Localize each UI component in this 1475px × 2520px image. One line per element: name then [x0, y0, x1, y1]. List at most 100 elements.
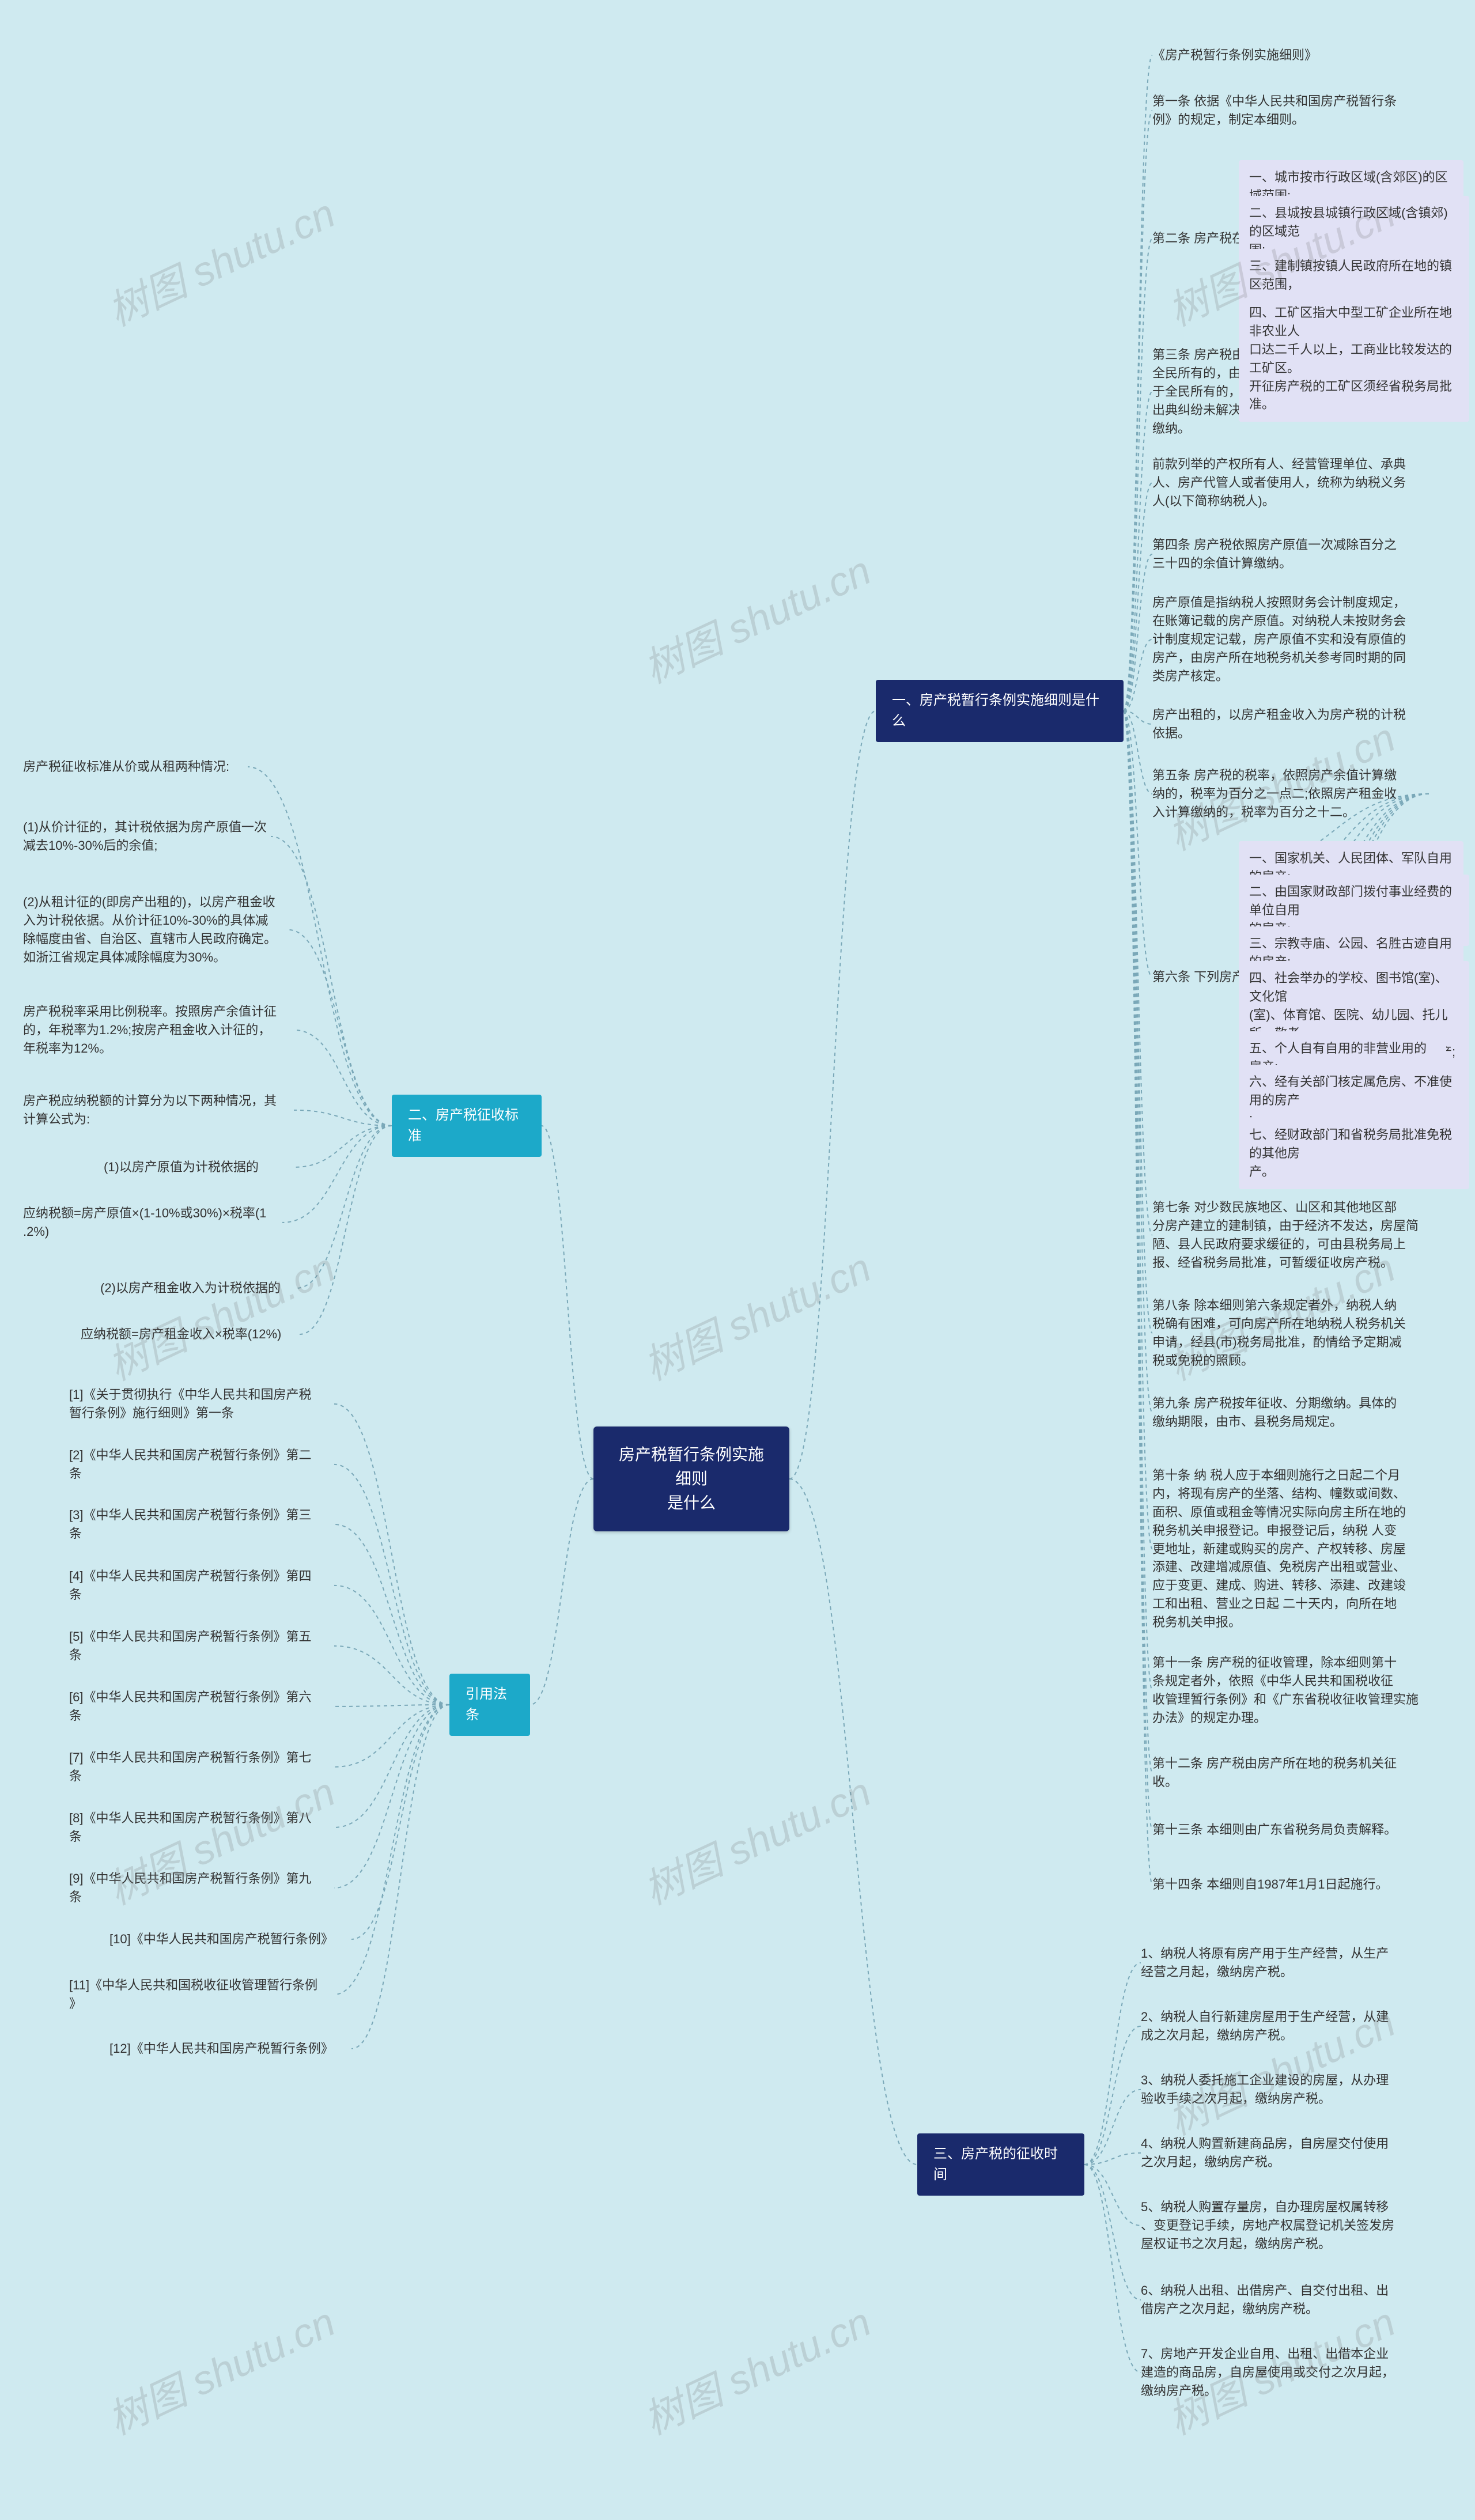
node-label: 应纳税额=房产原值×(1-10%或30%)×税率(1.2%) [23, 1206, 266, 1239]
node-label: 第十条 纳 税人应于本细则施行之日起二个月内，将现有房产的坐落、结构、幢数或间数… [1152, 1468, 1406, 1629]
node-label: 引用法条 [466, 1686, 507, 1723]
text-node-0[interactable]: 房产税征收标准从价或从租两种情况: [23, 758, 248, 776]
text-node-9[interactable]: [10]《中华人民共和国房产税暂行条例》 [109, 1930, 351, 1948]
text-node-4[interactable]: 房产税应纳税额的计算分为以下两种情况，其计算公式为: [23, 1092, 294, 1129]
node-label: [8]《中华人民共和国房产税暂行条例》第八条 [69, 1811, 311, 1844]
c1_t4[interactable]: 前款列举的产权所有人、经营管理单位、承典人、房产代管人或者使用人，统称为纳税义务… [1152, 455, 1429, 510]
c1_t11[interactable]: 第九条 房产税按年征收、分期缴纳。具体的缴纳期限，由市、县税务局规定。 [1152, 1394, 1435, 1431]
watermark: 树图 shutu.cn [633, 1236, 879, 1392]
text-node-4[interactable]: [5]《中华人民共和国房产税暂行条例》第五条 [69, 1628, 334, 1664]
text-node-6[interactable]: [7]《中华人民共和国房产税暂行条例》第七条 [69, 1749, 334, 1785]
text-node-8[interactable]: 应纳税额=房产租金收入×税率(12%) [81, 1325, 300, 1344]
text-node-3[interactable]: [4]《中华人民共和国房产税暂行条例》第四条 [69, 1567, 334, 1604]
text-node-4[interactable]: 5、纳税人购置存量房，自办理房屋权属转移、变更登记手续，房地产权属登记机关签发房… [1141, 2198, 1417, 2253]
node-label: [2]《中华人民共和国房产税暂行条例》第二条 [69, 1448, 311, 1481]
text-node-1[interactable]: 2、纳税人自行新建房屋用于生产经营，从建成之次月起，缴纳房产税。 [1141, 2008, 1412, 2045]
node-label: 第十四条 本细则自1987年1月1日起施行。 [1152, 1877, 1389, 1891]
node-label: [7]《中华人民共和国房产税暂行条例》第七条 [69, 1750, 311, 1783]
node-label: 房产原值是指纳税人按照财务会计制度规定，在账簿记载的房产原值。对纳税人未按财务会… [1152, 595, 1406, 683]
node-label: 第九条 房产税按年征收、分期缴纳。具体的缴纳期限，由市、县税务局规定。 [1152, 1396, 1397, 1429]
leaf-node-6[interactable]: 七、经财政部门和省税务局批准免税的其他房产。 [1239, 1118, 1469, 1189]
node-label: 房产税应纳税额的计算分为以下两种情况，其计算公式为: [23, 1093, 277, 1126]
node-label: 二、房产税征收标准 [408, 1107, 519, 1144]
text-node-3[interactable]: 房产税税率采用比例税率。按照房产余值计征的，年税率为1.2%;按房产租金收入计征… [23, 1002, 294, 1058]
text-node-6[interactable]: 7、房地产开发企业自用、出租、出借本企业建造的商品房，自房屋使用或交付之次月起，… [1141, 2345, 1417, 2400]
c1_t9[interactable]: 第七条 对少数民族地区、山区和其他地区部分房产建立的建制镇，由于经济不发达，房屋… [1152, 1198, 1435, 1272]
node-label: 6、纳税人出租、出借房产、自交付出租、出借房产之次月起，缴纳房产税。 [1141, 2283, 1389, 2316]
text-node-2[interactable]: (2)从租计征的(即房产出租的)，以房产租金收入为计税依据。从价计征10%-30… [23, 893, 288, 967]
node-label: 1、纳税人将原有房产用于生产经营，从生产经营之月起，缴纳房产税。 [1141, 1946, 1389, 1979]
watermark: 树图 shutu.cn [97, 1236, 343, 1392]
node-label: 房产出租的，以房产租金收入为房产税的计税依据。 [1152, 707, 1406, 740]
c1_t13[interactable]: 第十一条 房产税的征收管理，除本细则第十条规定者外，依照《中华人民共和国税收征收… [1152, 1653, 1435, 1727]
c1_t8[interactable]: 第五条 房产税的税率，依照房产余值计算缴纳的，税率为百分之一点二;依照房产租金收… [1152, 766, 1429, 822]
c1_t10[interactable]: 第八条 除本细则第六条规定者外，纳税人纳税确有困难，可向房产所在地纳税人税务机关… [1152, 1296, 1435, 1370]
text-node-6[interactable]: 应纳税额=房产原值×(1-10%或30%)×税率(1.2%) [23, 1204, 282, 1241]
text-node-0[interactable]: [1]《关于贯彻执行《中华人民共和国房产税暂行条例》施行细则》第一条 [69, 1386, 334, 1422]
node-label: (1)以房产原值为计税依据的 [104, 1160, 259, 1174]
node-label: [3]《中华人民共和国房产税暂行条例》第三条 [69, 1508, 311, 1541]
watermark: 树图 shutu.cn [633, 2290, 879, 2446]
node-label: 房产税征收标准从价或从租两种情况: [23, 759, 229, 774]
node-label: 第一条 依据《中华人民共和国房产税暂行条例》的规定，制定本细则。 [1152, 94, 1397, 127]
node-label: (2)以房产租金收入为计税依据的 [100, 1281, 281, 1295]
text-node-3[interactable]: 4、纳税人购置新建商品房，自房屋交付使用之次月起，缴纳房产税。 [1141, 2135, 1412, 2171]
node-label: [12]《中华人民共和国房产税暂行条例》 [109, 2041, 334, 2056]
bref[interactable]: 引用法条 [449, 1674, 530, 1736]
text-node-5[interactable]: (1)以房产原值为计税依据的 [104, 1158, 294, 1176]
watermark: 树图 shutu.cn [97, 181, 343, 338]
node-label: 第七条 对少数民族地区、山区和其他地区部分房产建立的建制镇，由于经济不发达，房屋… [1152, 1200, 1419, 1270]
c1_t1[interactable]: 《房产税暂行条例实施细则》 [1152, 46, 1342, 65]
text-node-7[interactable]: (2)以房产租金收入为计税依据的 [100, 1279, 296, 1297]
text-node-7[interactable]: [8]《中华人民共和国房产税暂行条例》第八条 [69, 1809, 334, 1846]
node-label: [9]《中华人民共和国房产税暂行条例》第九条 [69, 1871, 311, 1904]
node-label: 2、纳税人自行新建房屋用于生产经营，从建成之次月起，缴纳房产税。 [1141, 2010, 1389, 2042]
text-node-2[interactable]: 3、纳税人委托施工企业建设的房屋，从办理验收手续之次月起，缴纳房产税。 [1141, 2071, 1412, 2108]
b1[interactable]: 一、房产税暂行条例实施细则是什么 [876, 680, 1124, 742]
c1_t5[interactable]: 第四条 房产税依照房产原值一次减除百分之三十四的余值计算缴纳。 [1152, 536, 1423, 573]
node-label: 七、经财政部门和省税务局批准免税的其他房产。 [1249, 1127, 1452, 1179]
node-label: 第五条 房产税的税率，依照房产余值计算缴纳的，税率为百分之一点二;依照房产租金收… [1152, 768, 1397, 819]
b3[interactable]: 三、房产税的征收时间 [917, 2133, 1084, 2196]
node-label: [11]《中华人民共和国税收征收管理暂行条例》 [69, 1978, 317, 2011]
c1_t7[interactable]: 房产出租的，以房产租金收入为房产税的计税依据。 [1152, 706, 1423, 743]
text-node-2[interactable]: [3]《中华人民共和国房产税暂行条例》第三条 [69, 1506, 334, 1543]
watermark: 树图 shutu.cn [97, 2290, 343, 2446]
text-node-5[interactable]: [6]《中华人民共和国房产税暂行条例》第六条 [69, 1688, 334, 1725]
text-node-11[interactable]: [12]《中华人民共和国房产税暂行条例》 [109, 2040, 351, 2058]
text-node-1[interactable]: (1)从价计征的，其计税依据为房产原值一次减去10%-30%后的余值; [23, 818, 271, 855]
node-label: [10]《中华人民共和国房产税暂行条例》 [109, 1932, 334, 1946]
node-label: 3、纳税人委托施工企业建设的房屋，从办理验收手续之次月起，缴纳房产税。 [1141, 2073, 1389, 2106]
node-label: 5、纳税人购置存量房，自办理房屋权属转移、变更登记手续，房地产权属登记机关签发房… [1141, 2200, 1394, 2251]
node-label: [1]《关于贯彻执行《中华人民共和国房产税暂行条例》施行细则》第一条 [69, 1387, 311, 1420]
node-label: 7、房地产开发企业自用、出租、出借本企业建造的商品房，自房屋使用或交付之次月起，… [1141, 2347, 1394, 2398]
c1_t6[interactable]: 房产原值是指纳税人按照财务会计制度规定，在账簿记载的房产原值。对纳税人未按财务会… [1152, 593, 1435, 685]
c1_t14[interactable]: 第十二条 房产税由房产所在地的税务机关征收。 [1152, 1754, 1423, 1791]
c1_t16[interactable]: 第十四条 本细则自1987年1月1日起施行。 [1152, 1875, 1417, 1894]
text-node-8[interactable]: [9]《中华人民共和国房产税暂行条例》第九条 [69, 1870, 334, 1906]
node-label: 三、房产税的征收时间 [933, 2146, 1058, 2182]
node-label: 应纳税额=房产租金收入×税率(12%) [81, 1327, 281, 1341]
b2[interactable]: 二、房产税征收标准 [392, 1095, 542, 1157]
leaf-node-3[interactable]: 四、工矿区指大中型工矿企业所在地非农业人口达二千人以上，工商业比较发达的工矿区。… [1239, 296, 1469, 422]
text-node-0[interactable]: 1、纳税人将原有房产用于生产经营，从生产经营之月起，缴纳房产税。 [1141, 1944, 1412, 1981]
node-label: (1)从价计征的，其计税依据为房产原值一次减去10%-30%后的余值; [23, 820, 267, 853]
node-label: 前款列举的产权所有人、经营管理单位、承典人、房产代管人或者使用人，统称为纳税义务… [1152, 457, 1406, 508]
watermark: 树图 shutu.cn [633, 539, 879, 695]
c1_t12[interactable]: 第十条 纳 税人应于本细则施行之日起二个月内，将现有房产的坐落、结构、幢数或间数… [1152, 1466, 1435, 1632]
text-node-5[interactable]: 6、纳税人出租、出借房产、自交付出租、出借房产之次月起，缴纳房产税。 [1141, 2281, 1412, 2318]
node-label: 第十三条 本细则由广东省税务局负责解释。 [1152, 1822, 1397, 1837]
node-label: 《房产税暂行条例实施细则》 [1152, 48, 1317, 62]
c1_t2[interactable]: 第一条 依据《中华人民共和国房产税暂行条例》的规定，制定本细则。 [1152, 92, 1412, 129]
root-label: 房产税暂行条例实施细则是什么 [619, 1446, 764, 1512]
node-label: [6]《中华人民共和国房产税暂行条例》第六条 [69, 1690, 311, 1723]
node-label: 一、房产税暂行条例实施细则是什么 [892, 693, 1099, 729]
node-label: [4]《中华人民共和国房产税暂行条例》第四条 [69, 1569, 311, 1602]
root-node[interactable]: 房产税暂行条例实施细则是什么 [593, 1427, 789, 1531]
text-node-1[interactable]: [2]《中华人民共和国房产税暂行条例》第二条 [69, 1446, 334, 1483]
node-label: 第十二条 房产税由房产所在地的税务机关征收。 [1152, 1756, 1397, 1789]
node-label: 第八条 除本细则第六条规定者外，纳税人纳税确有困难，可向房产所在地纳税人税务机关… [1152, 1298, 1406, 1368]
text-node-10[interactable]: [11]《中华人民共和国税收征收管理暂行条例》 [69, 1976, 334, 2013]
c1_t15[interactable]: 第十三条 本细则由广东省税务局负责解释。 [1152, 1821, 1423, 1839]
watermark: 树图 shutu.cn [633, 1760, 879, 1916]
